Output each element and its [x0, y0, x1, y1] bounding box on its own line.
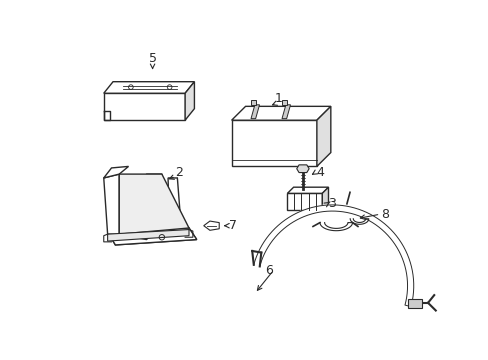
Polygon shape: [282, 105, 290, 119]
Polygon shape: [203, 221, 219, 230]
Polygon shape: [107, 228, 196, 245]
Polygon shape: [103, 166, 128, 178]
Text: 5: 5: [148, 52, 156, 65]
Polygon shape: [296, 165, 308, 172]
Polygon shape: [107, 228, 196, 245]
Polygon shape: [319, 222, 352, 231]
Text: 8: 8: [380, 208, 388, 221]
Text: 3: 3: [328, 197, 336, 210]
Polygon shape: [146, 174, 162, 239]
Polygon shape: [103, 82, 194, 93]
Polygon shape: [103, 93, 185, 120]
Polygon shape: [322, 187, 328, 210]
Text: 1: 1: [274, 92, 282, 105]
Text: 6: 6: [264, 264, 272, 277]
Polygon shape: [107, 230, 189, 241]
Polygon shape: [407, 299, 421, 308]
Polygon shape: [287, 193, 322, 210]
Polygon shape: [231, 106, 330, 120]
Polygon shape: [287, 187, 328, 193]
Polygon shape: [119, 174, 189, 234]
Text: 2: 2: [175, 166, 183, 179]
Polygon shape: [168, 178, 181, 239]
Polygon shape: [185, 82, 194, 120]
Text: 4: 4: [316, 166, 324, 179]
Polygon shape: [231, 120, 316, 166]
Polygon shape: [103, 174, 119, 234]
Polygon shape: [253, 205, 413, 307]
Polygon shape: [349, 219, 368, 224]
FancyBboxPatch shape: [250, 100, 255, 105]
Text: 7: 7: [229, 219, 237, 232]
FancyBboxPatch shape: [282, 100, 286, 105]
Polygon shape: [316, 106, 330, 166]
Polygon shape: [250, 105, 259, 119]
